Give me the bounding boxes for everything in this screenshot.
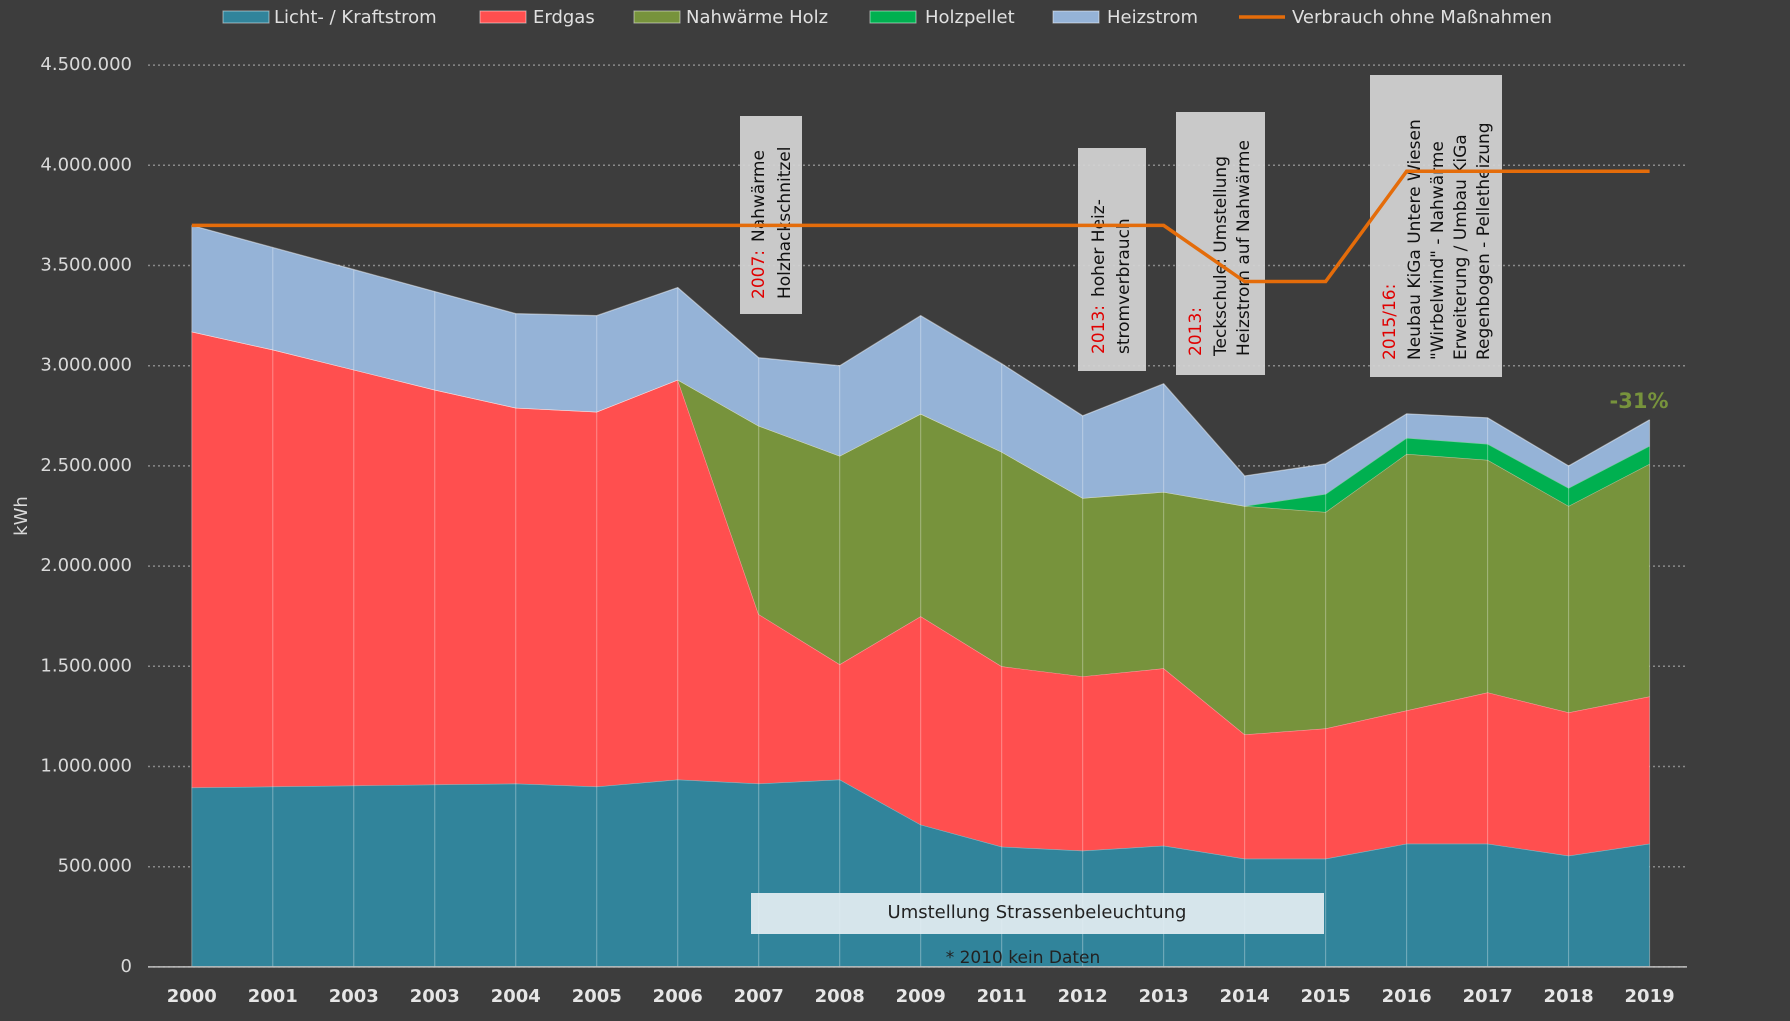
annotation-line: Nahwärme — [749, 150, 769, 242]
legend-label: Nahwärme Holz — [686, 7, 828, 28]
legend-swatch — [222, 10, 270, 24]
x-tick-label: 2003 — [329, 986, 379, 1007]
x-tick-label: 2006 — [653, 986, 703, 1007]
y-tick-label: 3.500.000 — [40, 255, 132, 276]
annotation-highlight: 2015/16: — [1380, 284, 1400, 360]
x-tick-label: 2016 — [1382, 986, 1432, 1007]
annotation-text: 2007: Nahwärme — [749, 150, 769, 299]
x-tick-label: 2013 — [1139, 986, 1189, 1007]
line — [191, 169, 1650, 284]
y-tick-label: 0 — [121, 956, 132, 977]
annotation-text: 2013: hoher Heiz- — [1089, 199, 1109, 354]
x-tick-label: 2015 — [1301, 986, 1351, 1007]
x-tick-label: 2018 — [1544, 986, 1594, 1007]
legend-swatch — [479, 10, 527, 24]
y-tick-label: 2.000.000 — [40, 555, 132, 576]
annotation-line: Holzhackschnitzel — [775, 147, 795, 299]
legend-label: Holzpellet — [925, 7, 1015, 28]
annotation-box — [1078, 148, 1146, 371]
area — [191, 331, 1650, 859]
x-tick-label: 2012 — [1058, 986, 1108, 1007]
annotation-text: Teckschule: Umstellung — [1211, 156, 1231, 357]
y-axis-label: kWh — [11, 496, 32, 536]
annotation-highlight: 2007: — [749, 250, 769, 299]
annotation-text: Regenbogen - Pelletheizung — [1474, 122, 1494, 360]
annotation-line: Erweiterung / Umbau KiGa — [1451, 134, 1471, 360]
annotation-text: "Wirbelwind" - Nahwärme — [1428, 141, 1448, 360]
x-tick-label: 2004 — [491, 986, 541, 1007]
x-tick-label: 2011 — [977, 986, 1027, 1007]
annotation-line: stromverbrauch — [1114, 218, 1134, 354]
x-tick-label: 2007 — [734, 986, 784, 1007]
legend-swatch — [633, 10, 681, 24]
annotation-line: Heizstrom auf Nahwärme — [1234, 140, 1254, 356]
y-tick-label: 2.500.000 — [40, 455, 132, 476]
x-tick-label: 2008 — [815, 986, 865, 1007]
annotation-highlight: 2013: — [1089, 305, 1109, 354]
x-tick-label: 2019 — [1625, 986, 1675, 1007]
x-tick-label: 2003 — [410, 986, 460, 1007]
annotation-text: Neubau KiGa Untere Wiesen — [1405, 119, 1425, 360]
area — [191, 331, 1650, 735]
y-tick-label: 3.000.000 — [40, 355, 132, 376]
x-tick-label: 2017 — [1463, 986, 1513, 1007]
legend-swatch — [869, 10, 917, 24]
note-box — [751, 893, 1324, 934]
legend-label: Erdgas — [533, 7, 595, 28]
legend-label: Licht- / Kraftstrom — [274, 7, 437, 28]
area — [191, 225, 1650, 506]
y-tick-label: 4.000.000 — [40, 154, 132, 175]
y-tick-label: 4.500.000 — [40, 54, 132, 75]
x-tick-label: 2000 — [167, 986, 217, 1007]
annotation-line: Regenbogen - Pelletheizung — [1474, 122, 1494, 360]
annotation-box — [1370, 75, 1502, 377]
annotation-line: Neubau KiGa Untere Wiesen — [1405, 119, 1425, 360]
x-tick-label: 2009 — [896, 986, 946, 1007]
legend-label: Verbrauch ohne Maßnahmen — [1292, 7, 1552, 28]
change-label: -31% — [1610, 389, 1669, 413]
legend-label: Heizstrom — [1107, 7, 1198, 28]
note-text: Umstellung Strassenbeleuchtung — [888, 902, 1187, 923]
annotation-line: "Wirbelwind" - Nahwärme — [1428, 141, 1448, 360]
annotation-box — [740, 116, 802, 314]
annotation-text: 2013: — [1186, 307, 1206, 356]
annotation-text: Erweiterung / Umbau KiGa — [1451, 134, 1471, 360]
x-tick-label: 2014 — [1220, 986, 1270, 1007]
annotation-line: hoher Heiz- — [1089, 199, 1109, 297]
x-tick-label: 2001 — [248, 986, 298, 1007]
y-tick-label: 500.000 — [58, 856, 132, 877]
annotation-line: Teckschule: Umstellung — [1211, 156, 1231, 357]
annotation-text: stromverbrauch — [1114, 218, 1134, 354]
x-tick-label: 2005 — [572, 986, 622, 1007]
legend-swatch — [1052, 10, 1100, 24]
annotation-highlight: 2013: — [1186, 307, 1206, 356]
y-tick-label: 1.500.000 — [40, 655, 132, 676]
annotation-text: 2015/16: — [1380, 284, 1400, 360]
annotation-text: Heizstrom auf Nahwärme — [1234, 140, 1254, 356]
annotation-text: Holzhackschnitzel — [775, 147, 795, 299]
footnote: * 2010 kein Daten — [946, 948, 1101, 968]
y-tick-label: 1.000.000 — [40, 756, 132, 777]
area-edge — [191, 224, 1650, 477]
